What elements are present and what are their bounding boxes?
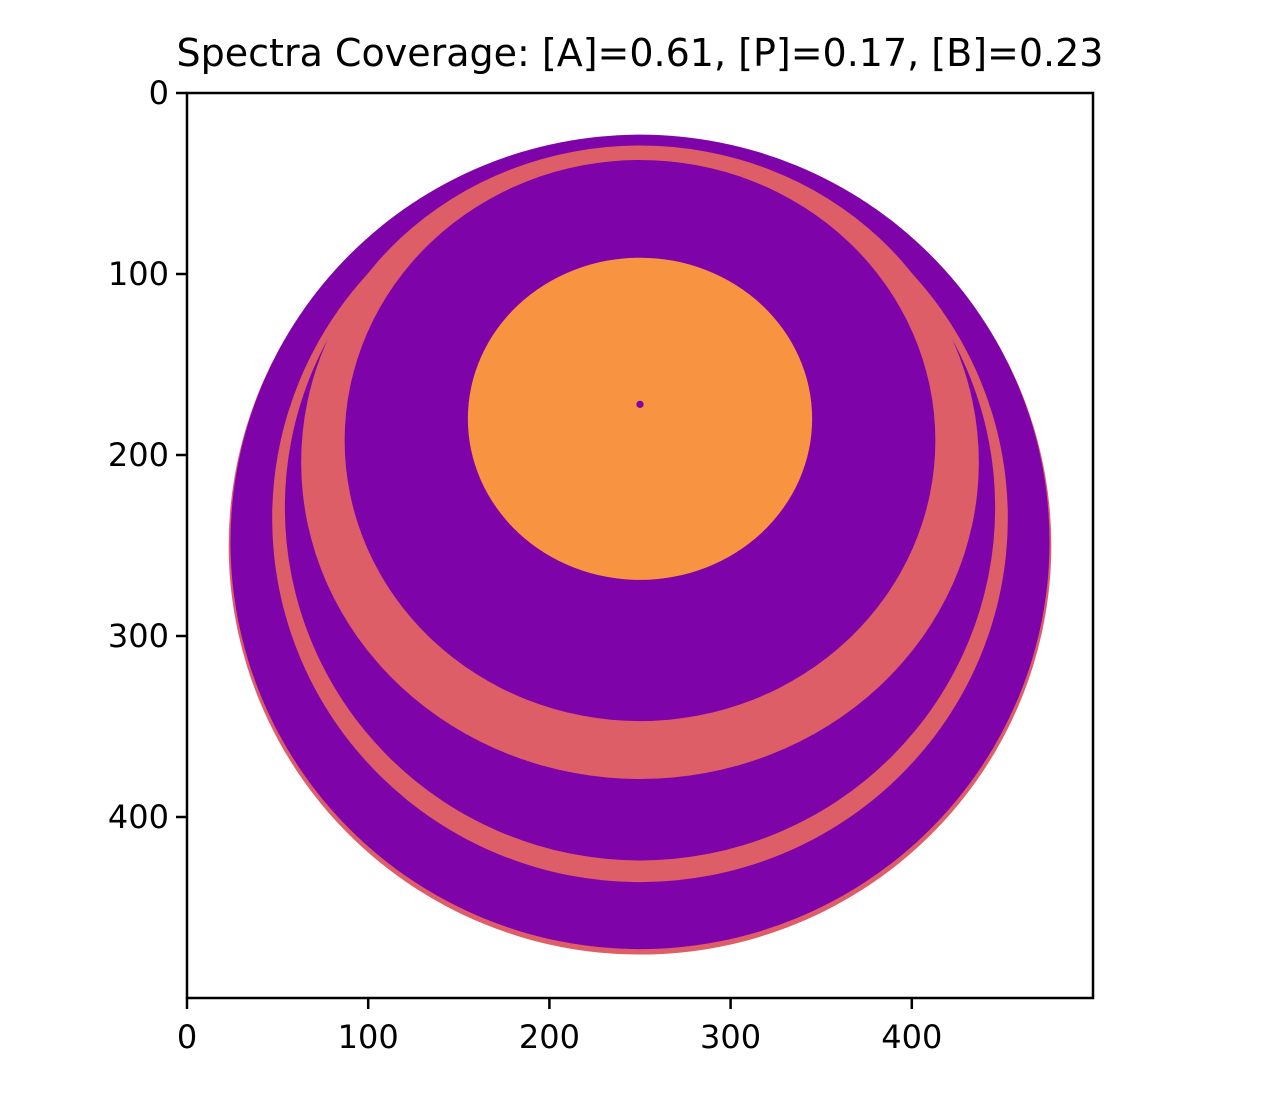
image-regions [228,134,1052,955]
x-tick-label: 300 [700,1018,761,1056]
x-axis: 0 100 200 300 400 [177,998,942,1056]
plot-frame [185,91,1095,1000]
y-axis: 0 100 200 300 400 [108,74,187,836]
plot-area [185,91,1095,1000]
x-tick-label: 200 [519,1018,580,1056]
region-orange-6 [467,257,813,580]
y-tick-label: 300 [108,617,169,655]
y-tick-label: 0 [149,74,169,112]
x-tick-label: 400 [881,1018,942,1056]
y-tick-label: 100 [108,255,169,293]
x-tick-label: 0 [177,1018,197,1056]
x-tick-label: 100 [338,1018,399,1056]
y-tick-label: 400 [108,798,169,836]
y-tick-label: 200 [108,436,169,474]
chart-title: Spectra Coverage: [A]=0.61, [P]=0.17, [B… [177,31,1104,75]
region-purple-7 [636,400,644,408]
